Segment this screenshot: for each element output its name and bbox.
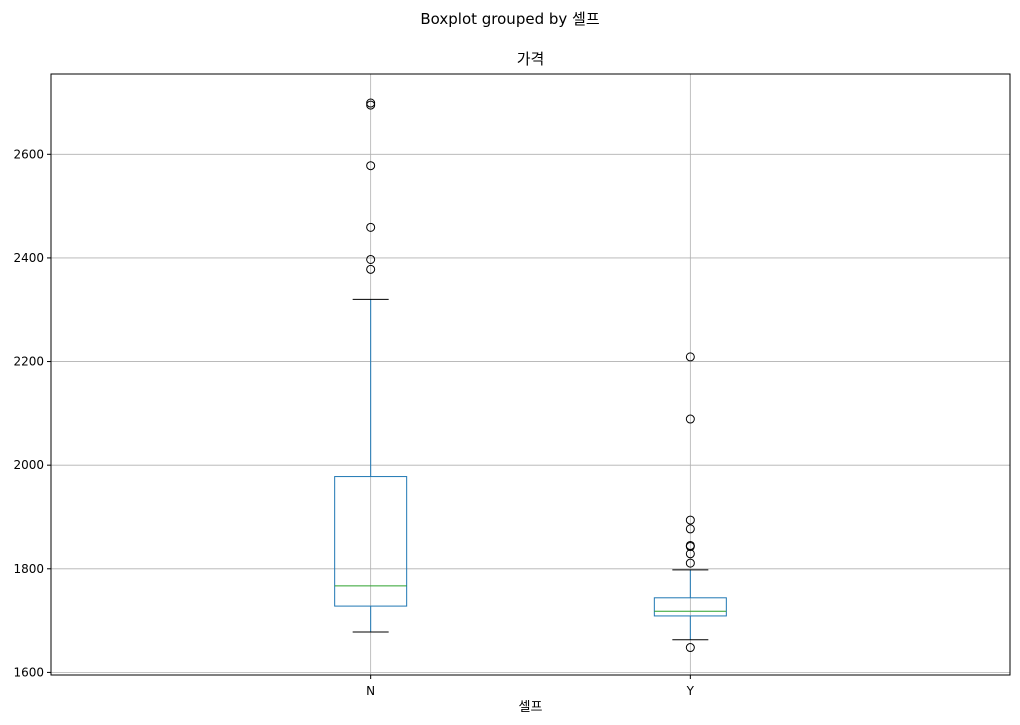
outlier-point: [366, 264, 376, 274]
y-tick-label: 2600: [13, 147, 44, 161]
outlier-point: [685, 643, 695, 653]
outlier-point: [685, 515, 695, 525]
x-tick-label: N: [366, 684, 375, 698]
y-tick-label: 1800: [13, 562, 44, 576]
outlier-point: [685, 524, 695, 534]
figure-suptitle: Boxplot grouped by 셀프: [420, 10, 600, 28]
outlier-point: [685, 414, 695, 424]
outlier-point: [685, 352, 695, 362]
outlier-point: [685, 540, 695, 550]
box-group-N: [334, 98, 408, 633]
axes-frame: [50, 73, 1011, 676]
box-layer: [334, 98, 727, 653]
iqr-box: [334, 476, 408, 607]
y-axis: 1600 1800 2000 2200 2400 2600: [13, 147, 51, 679]
iqr-box: [653, 597, 727, 617]
outlier-point: [685, 558, 695, 568]
outlier-point: [366, 100, 376, 110]
grid-layer: [51, 74, 1010, 675]
y-tick-label: 2200: [13, 355, 44, 369]
box-group-Y: [653, 352, 727, 653]
outlier-point: [366, 222, 376, 232]
y-tick-label: 2400: [13, 251, 44, 265]
x-axis-label: 셀프: [519, 700, 543, 715]
y-tick-label: 2000: [13, 458, 44, 472]
y-tick-label: 1600: [13, 665, 44, 679]
x-tick-label: Y: [686, 684, 695, 698]
outlier-point: [366, 161, 376, 171]
outlier-point: [366, 254, 376, 264]
outlier-point: [366, 98, 376, 108]
axes-title: 가격: [517, 50, 545, 68]
